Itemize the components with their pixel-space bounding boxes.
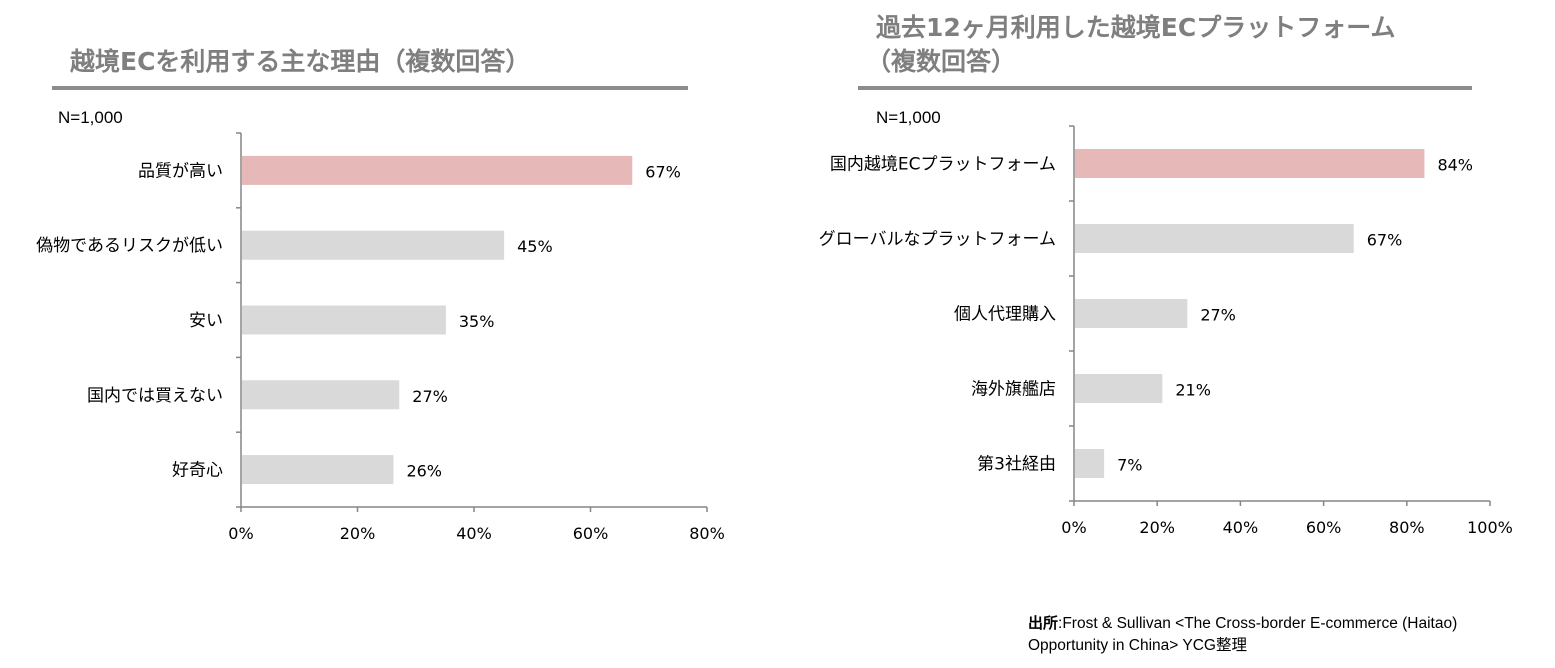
- left-data-label: 45%: [517, 237, 553, 256]
- right-title-rule: [858, 86, 1472, 90]
- left-x-tick-label: 0%: [228, 524, 253, 543]
- left-title-rule: [52, 86, 688, 90]
- right-x-tick-label: 40%: [1223, 518, 1259, 537]
- right-data-label: 84%: [1437, 156, 1473, 175]
- right-bar: [1075, 149, 1425, 178]
- left-bar: [242, 305, 446, 335]
- left-category-label: 偽物であるリスクが低い: [36, 236, 223, 256]
- left-x-tick-label: 40%: [456, 524, 492, 543]
- left-data-label: 35%: [459, 312, 495, 331]
- left-category-label: 国内では買えない: [87, 386, 223, 406]
- left-x-tick-label: 60%: [573, 524, 609, 543]
- left-chart-title: 越境ECを利用する主な理由（複数回答）: [70, 47, 531, 76]
- left-sample-size: N=1,000: [58, 108, 123, 127]
- right-bar: [1075, 299, 1188, 328]
- right-category-label: 海外旗艦店: [971, 380, 1056, 400]
- left-data-label: 27%: [412, 387, 448, 406]
- right-category-label: 第3社経由: [977, 455, 1056, 475]
- left-category-label: 品質が高い: [138, 161, 223, 181]
- right-x-tick-label: 100%: [1467, 518, 1513, 537]
- right-x-tick-label: 80%: [1389, 518, 1425, 537]
- right-category-label: 国内越境ECプラットフォーム: [830, 155, 1056, 175]
- right-x-tick-label: 20%: [1139, 518, 1175, 537]
- right-category-label: 個人代理購入: [954, 305, 1056, 325]
- right-bar: [1075, 374, 1163, 403]
- left-data-label: 26%: [406, 462, 442, 481]
- left-bar-chart: 0% 20% 40% 60% 80% 品質が高い 67% 偽物であるリスクが低い 45% 安い 35…: [36, 132, 725, 543]
- source-prefix: 出所: [1028, 614, 1059, 632]
- right-data-label: 27%: [1200, 306, 1236, 325]
- right-data-label: 21%: [1175, 381, 1211, 400]
- right-x-tick-label: 60%: [1306, 518, 1342, 537]
- left-data-label: 67%: [645, 162, 681, 181]
- right-chart-title-line2: （複数回答）: [866, 47, 1017, 76]
- right-x-tick-label: 0%: [1061, 518, 1086, 537]
- right-data-label: 7%: [1117, 456, 1142, 475]
- right-data-label: 67%: [1367, 231, 1403, 250]
- left-bar: [242, 155, 633, 185]
- left-bar: [242, 230, 505, 260]
- left-bar: [242, 380, 400, 410]
- left-category-label: 好奇心: [172, 461, 223, 481]
- right-bar-chart: 0% 20% 40% 60% 80% 100% 国内越境ECプラットフォーム 84% グローバル…: [819, 125, 1513, 537]
- right-sample-size: N=1,000: [876, 108, 941, 127]
- left-bar: [242, 455, 394, 485]
- left-category-label: 安い: [189, 311, 223, 331]
- left-x-tick-label: 20%: [340, 524, 376, 543]
- right-bar: [1075, 224, 1354, 253]
- right-category-label: グローバルなプラットフォーム: [819, 230, 1056, 250]
- source-note: 出所:Frost & Sullivan <The Cross-border E-…: [1028, 612, 1528, 657]
- right-chart-title-line1: 過去12ヶ月利用した越境ECプラットフォーム: [876, 13, 1396, 42]
- left-x-tick-label: 80%: [689, 524, 725, 543]
- source-text: :Frost & Sullivan <The Cross-border E-co…: [1028, 615, 1458, 654]
- right-bar: [1075, 449, 1105, 478]
